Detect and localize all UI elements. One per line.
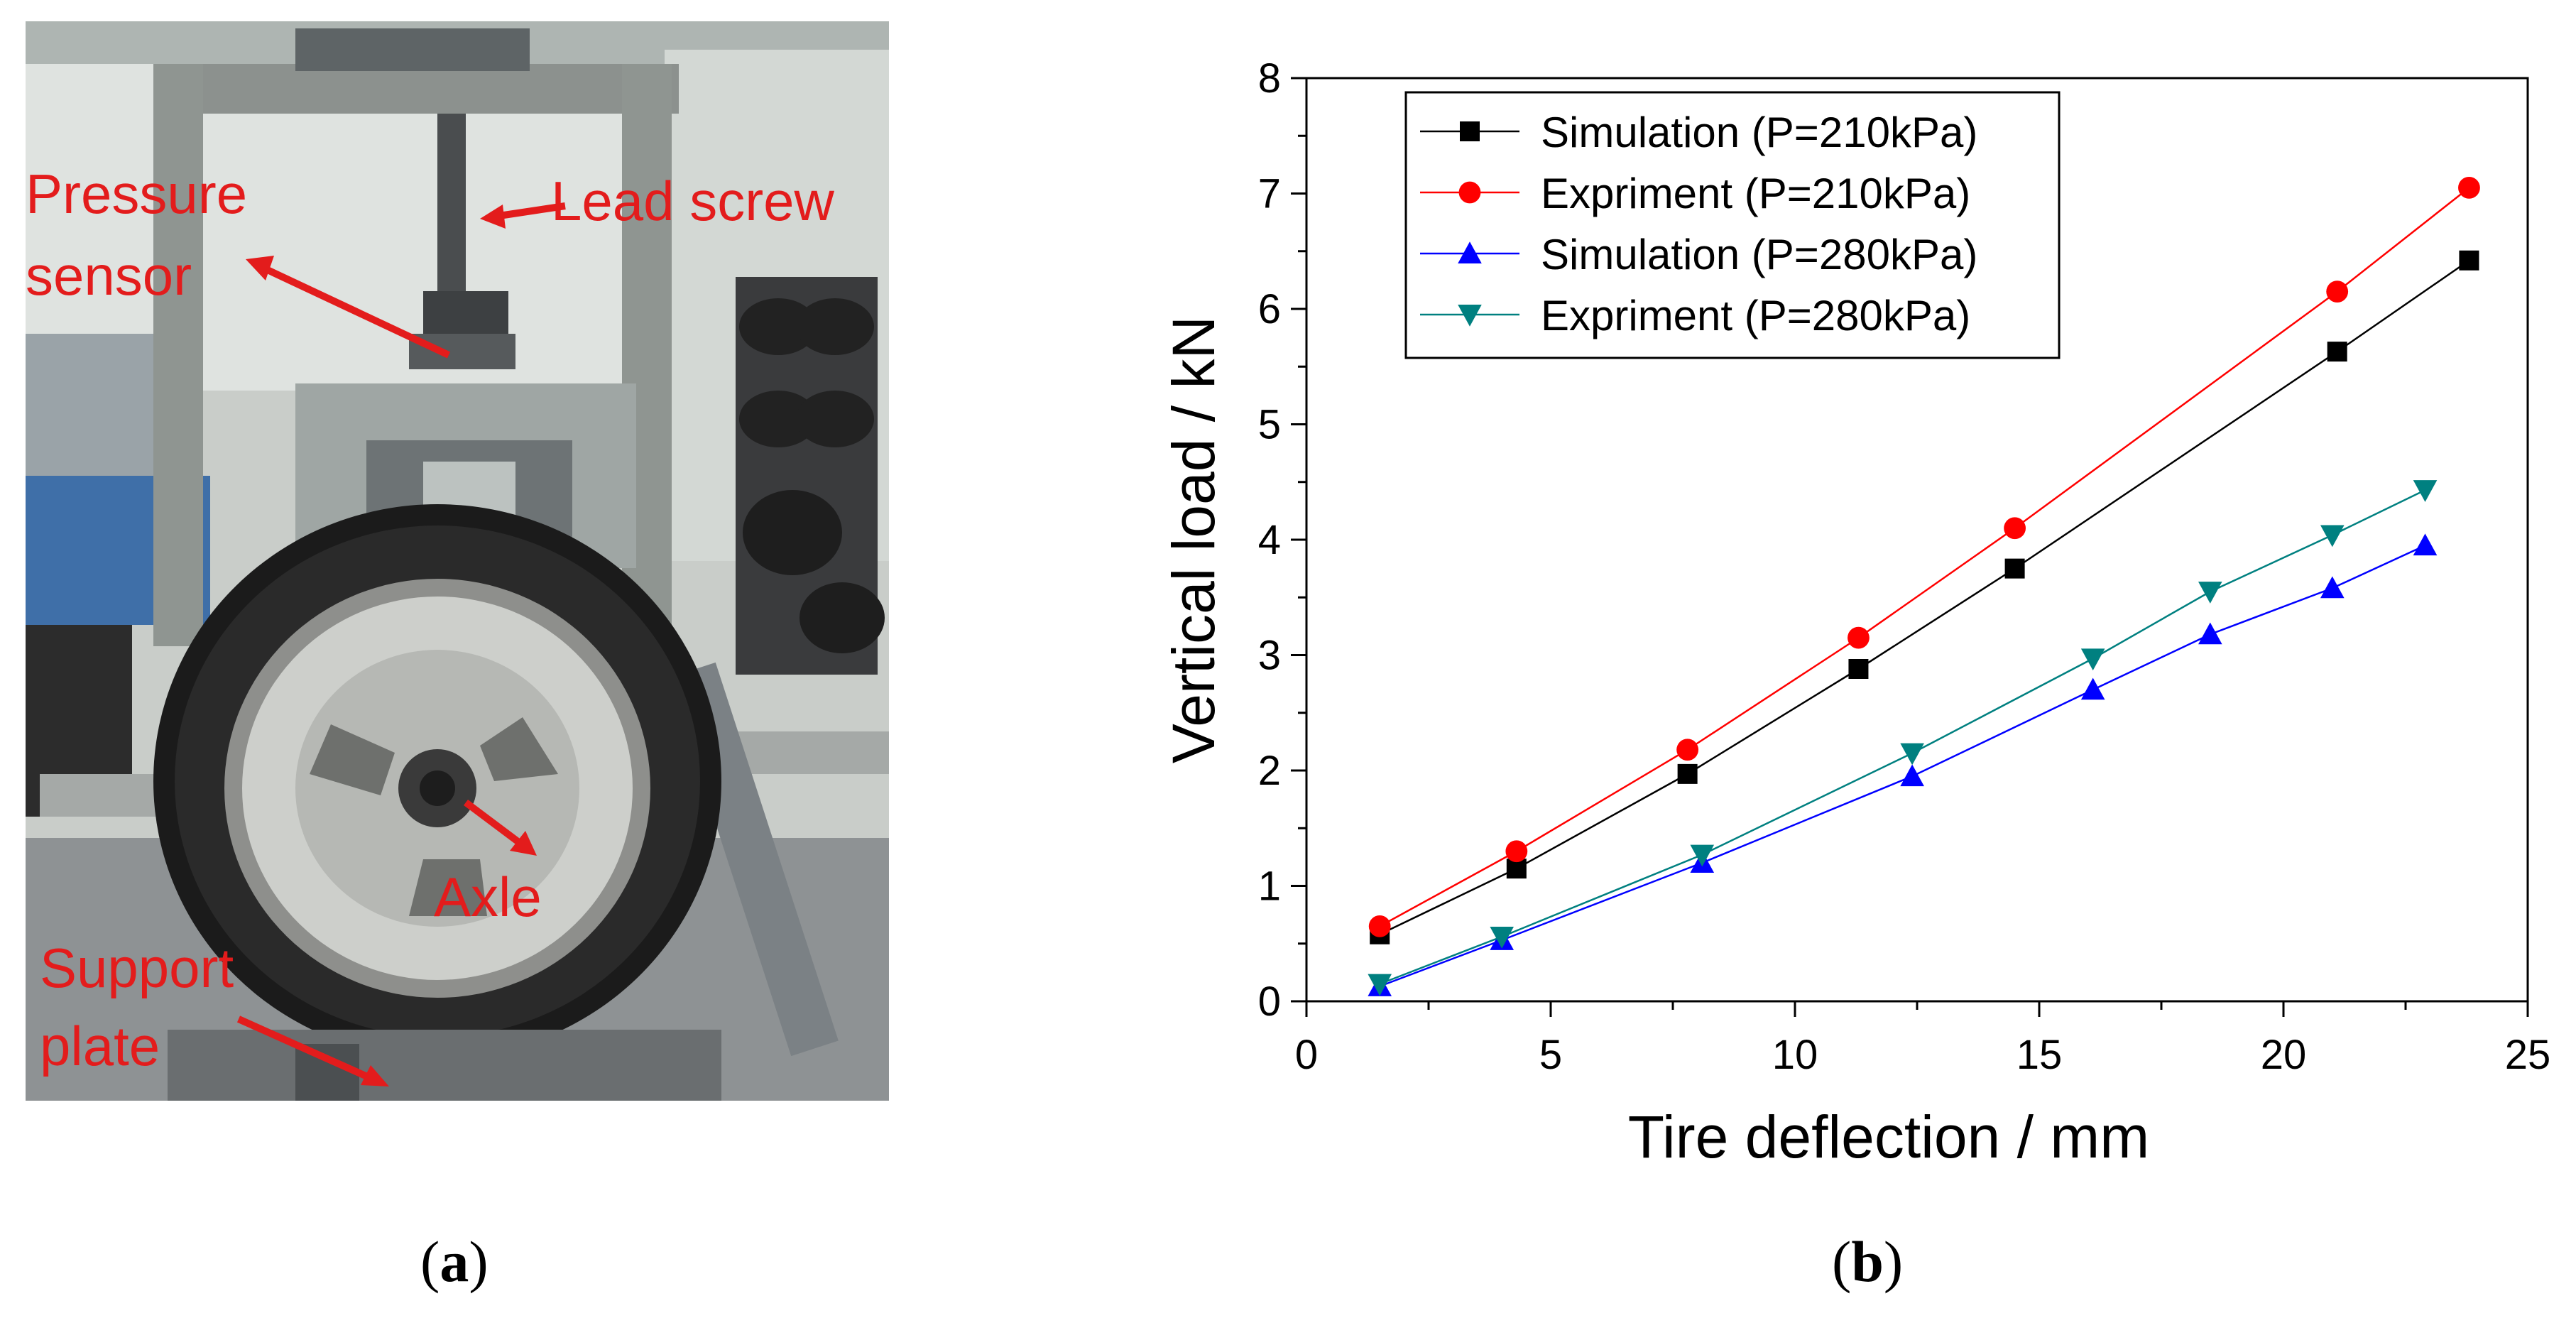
x-tick-label: 5: [1539, 1032, 1562, 1078]
legend-item: Simulation (P=280kPa): [1420, 231, 1977, 278]
series-4: [1368, 480, 2438, 996]
data-point-triangle-up: [2198, 622, 2222, 645]
chart-series: [1368, 176, 2480, 996]
legend-label: Simulation (P=280kPa): [1541, 231, 1977, 278]
caption-a: (a): [420, 1229, 489, 1294]
data-point-triangle-up: [2080, 677, 2105, 700]
chart-axes: 0 5 10 15 20 25 0 1 2 3 4 5 6 7 8: [1258, 55, 2551, 1078]
legend-label: Expriment (P=280kPa): [1541, 292, 1970, 339]
data-point-triangle-up: [2320, 576, 2345, 599]
data-point-triangle-up: [2413, 533, 2438, 556]
data-point-triangle-down: [1368, 974, 1392, 996]
y-tick-label: 1: [1258, 864, 1281, 910]
data-point-circle: [2004, 517, 2026, 540]
load-deflection-chart: 0 5 10 15 20 25 0 1 2 3 4 5 6 7 8 Simulation (P=210kPa…: [1160, 55, 2551, 1170]
test-rig-photo: Pressure sensor Lead screw Axle Support …: [26, 21, 889, 1101]
caption-b-letter: b: [1851, 1229, 1884, 1294]
data-point-triangle-down: [2413, 480, 2438, 502]
y-tick-label: 6: [1258, 286, 1281, 332]
data-point-triangle-down: [1900, 743, 1924, 766]
press-frame: [153, 28, 679, 646]
data-point-triangle-down: [1690, 844, 1715, 867]
data-point-square: [1460, 121, 1480, 141]
series-1: [1370, 250, 2479, 944]
x-tick-label: 15: [2016, 1032, 2063, 1078]
data-point-circle: [2458, 176, 2480, 199]
data-point-square: [2004, 558, 2025, 579]
legend-item: Expriment (P=210kPa): [1420, 170, 1970, 217]
data-point-circle: [1368, 915, 1391, 937]
caption-b: (b): [1832, 1229, 1904, 1294]
x-axis-label: Tire deflection / mm: [1628, 1104, 2149, 1170]
data-point-triangle-down: [2080, 648, 2105, 671]
series-2: [1368, 176, 2480, 937]
y-tick-label: 0: [1258, 979, 1281, 1025]
pressure-sensor-label-line1: Pressure: [26, 163, 247, 225]
legend-item: Expriment (P=280kPa): [1420, 292, 1970, 339]
chart-legend: Simulation (P=210kPa) Expriment (P=210kPa…: [1404, 91, 2061, 359]
legend-item: Simulation (P=210kPa): [1420, 109, 1977, 156]
y-tick-label: 5: [1258, 402, 1281, 448]
data-point-triangle-down: [1490, 927, 1514, 949]
annotation-arrows: [236, 202, 566, 1086]
data-point-square: [1848, 659, 1869, 679]
tire-rack: [736, 277, 885, 675]
lead-screw-label: Lead screw: [551, 170, 835, 232]
x-tick-label: 25: [2505, 1032, 2551, 1078]
data-point-circle: [1848, 626, 1870, 649]
x-tick-label: 20: [2261, 1032, 2307, 1078]
data-point-square: [2327, 342, 2347, 362]
data-point-circle: [1505, 840, 1528, 863]
support-plate-label-line1: Support: [40, 937, 234, 999]
data-point-triangle-down: [1458, 305, 1482, 327]
data-point-triangle-up: [1458, 241, 1482, 263]
data-point-circle: [1458, 181, 1481, 204]
data-point-circle: [1676, 739, 1699, 761]
y-tick-label: 2: [1258, 748, 1281, 794]
data-point-triangle-down: [2320, 525, 2345, 548]
lead-screw: [409, 114, 515, 369]
legend-label: Simulation (P=210kPa): [1541, 109, 1977, 156]
y-tick-label: 4: [1258, 517, 1281, 563]
caption-a-letter: a: [440, 1229, 469, 1294]
pressure-sensor-label-line2: sensor: [26, 244, 192, 307]
tire-and-wheel: [153, 504, 721, 1058]
data-point-triangle-down: [2198, 582, 2222, 604]
x-tick-label: 10: [1772, 1032, 1818, 1078]
support-plate-label-line2: plate: [40, 1015, 160, 1077]
y-tick-label: 7: [1258, 171, 1281, 217]
data-point-square: [2459, 250, 2479, 271]
data-point-triangle-up: [1900, 764, 1924, 787]
legend-box: [1404, 91, 2061, 359]
data-point-circle: [2326, 281, 2349, 303]
series-line: [1379, 544, 2426, 988]
data-point-square: [1677, 763, 1698, 784]
series-line: [1379, 489, 2426, 985]
y-axis-label: Vertical load / kN: [1160, 316, 1227, 763]
legend-label: Expriment (P=210kPa): [1541, 170, 1970, 217]
y-tick-label: 3: [1258, 633, 1281, 679]
y-tick-label: 8: [1258, 55, 1281, 102]
x-tick-label: 0: [1295, 1032, 1318, 1078]
axle-label: Axle: [434, 866, 542, 928]
